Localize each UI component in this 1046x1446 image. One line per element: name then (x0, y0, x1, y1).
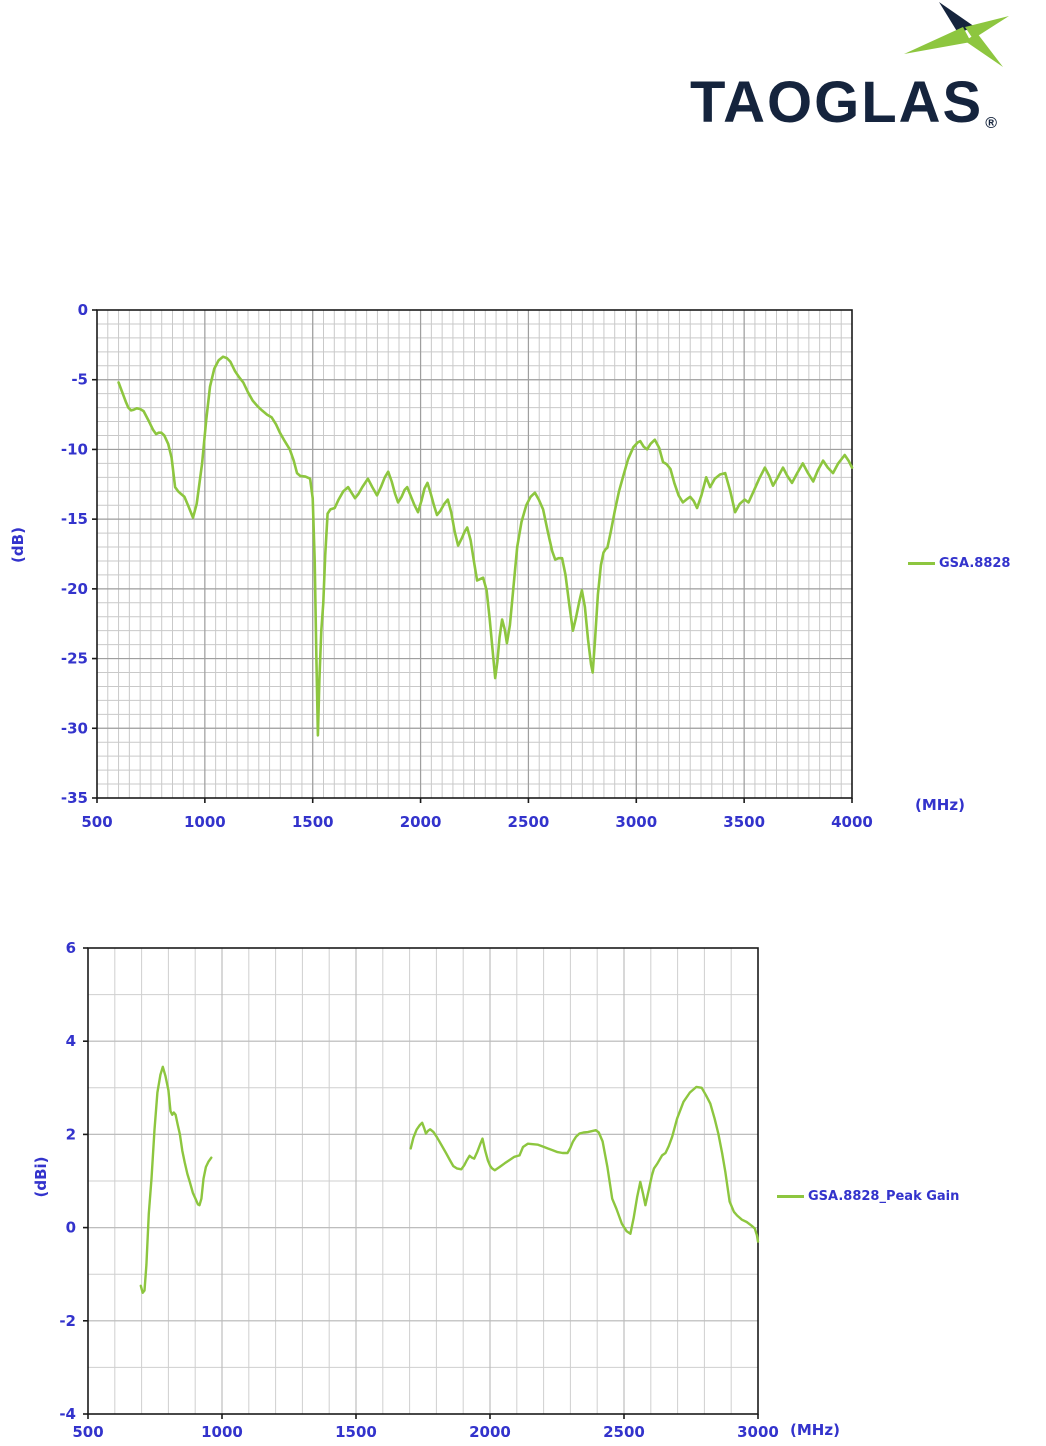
chart1-x-axis-unit: (MHz) (915, 796, 965, 814)
peak-gain-chart-x-tick-label: 2500 (603, 1423, 645, 1441)
return-loss-chart-x-tick-label: 4000 (831, 813, 873, 831)
chart1-legend: GSA.8828 (908, 556, 1010, 571)
chart2-legend-line-swatch (777, 1195, 804, 1198)
peak-gain-chart-tick-labels: 500 1000 1500 2000 2500 3000 6 4 2 0 -2 -4 (59, 939, 779, 1441)
peak-gain-chart-minor-grid (88, 948, 758, 1414)
taoglas-wordmark: TAOGLAS ® (690, 74, 997, 132)
taoglas-star-icon (904, 2, 1009, 67)
peak-gain-chart-y-tick-label: 0 (66, 1219, 76, 1237)
return-loss-chart-y-tick-label: -10 (61, 440, 88, 458)
return-loss-chart-x-tick-label: 1500 (292, 813, 334, 831)
chart2-y-axis-unit: (dBi) (32, 1156, 50, 1198)
peak-gain-chart-axis-ticks (83, 947, 759, 1419)
peak-gain-chart-x-tick-label: 3000 (737, 1423, 779, 1441)
return-loss-chart-plot-border (96, 309, 853, 799)
return-loss-chart-x-tick-label: 1000 (184, 813, 226, 831)
peak-gain-chart: 500 1000 1500 2000 2500 3000 6 4 2 0 -2 -4 (59, 939, 779, 1441)
return-loss-chart: 500 1000 1500 2000 2500 3000 3500 4000 0 -5 -10 -15… (61, 301, 873, 831)
series-line-GSA.8828 (117, 355, 854, 737)
peak-gain-chart-plot-border (87, 947, 759, 1415)
return-loss-chart-y-tick-label: -15 (61, 510, 88, 528)
return-loss-chart-y-tick-label: 0 (78, 301, 88, 319)
peak-gain-chart-x-tick-label: 500 (72, 1423, 103, 1441)
return-loss-chart-tick-labels: 500 1000 1500 2000 2500 3000 3500 4000 0 -5 -10 -15… (61, 301, 873, 831)
chart2-x-axis-unit: (MHz) (790, 1421, 840, 1439)
peak-gain-chart-x-tick-label: 1500 (335, 1423, 377, 1441)
peak-gain-chart-y-tick-label: 6 (66, 939, 76, 957)
registered-trademark-symbol: ® (985, 115, 998, 132)
peak-gain-chart-y-tick-label: 2 (66, 1125, 76, 1143)
return-loss-chart-y-tick-label: -20 (61, 580, 88, 598)
peak-gain-chart-x-tick-label: 1000 (201, 1423, 243, 1441)
series-line-GSA.8828_Peak Gain (409, 1085, 760, 1243)
return-loss-chart-x-tick-label: 2000 (400, 813, 442, 831)
return-loss-chart-minor-grid (97, 310, 852, 798)
return-loss-chart-y-tick-label: -35 (61, 789, 88, 807)
return-loss-chart-major-grid (97, 310, 852, 798)
chart2-legend: GSA.8828_Peak Gain (777, 1189, 959, 1204)
peak-gain-chart-major-grid (88, 948, 758, 1414)
chart1-legend-line-swatch (908, 562, 935, 565)
chart2-legend-label: GSA.8828_Peak Gain (808, 1189, 960, 1204)
return-loss-chart-x-tick-label: 500 (81, 813, 112, 831)
peak-gain-chart-y-tick-label: -4 (59, 1405, 76, 1423)
return-loss-chart-y-tick-label: -5 (71, 371, 88, 389)
return-loss-chart-x-tick-label: 3500 (723, 813, 765, 831)
peak-gain-chart-y-tick-label: -2 (59, 1312, 76, 1330)
series-line-GSA.8828_Peak Gain (139, 1065, 213, 1294)
peak-gain-chart-x-tick-label: 2000 (469, 1423, 511, 1441)
peak-gain-chart-y-tick-label: 4 (66, 1032, 76, 1050)
return-loss-chart-y-tick-label: -25 (61, 650, 88, 668)
brand-text: TAOGLAS (690, 70, 984, 135)
return-loss-chart-x-tick-label: 2500 (508, 813, 550, 831)
return-loss-chart-x-tick-label: 3000 (615, 813, 657, 831)
chart1-legend-label: GSA.8828 (939, 556, 1011, 571)
chart1-y-axis-unit: (dB) (9, 527, 27, 563)
return-loss-chart-axis-ticks (92, 309, 853, 803)
return-loss-chart-y-tick-label: -30 (61, 719, 88, 737)
